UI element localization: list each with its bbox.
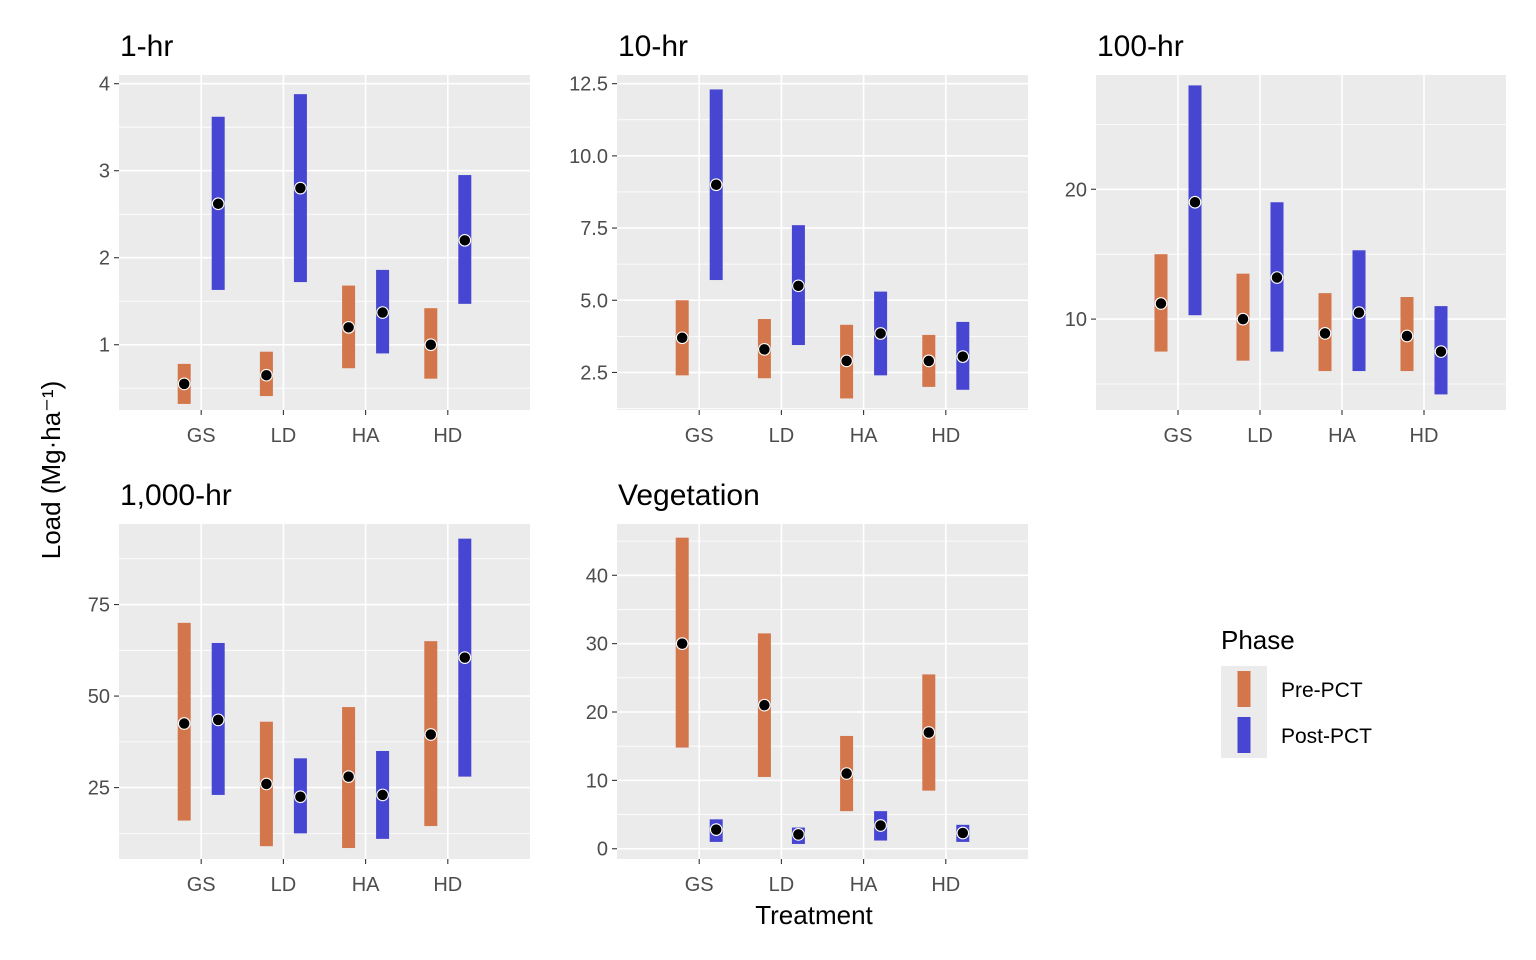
- y-tick-label: 5.0: [580, 290, 608, 312]
- point-pre-pct: [260, 777, 273, 791]
- legend-label: Post-PCT: [1281, 725, 1372, 748]
- point-post-pct: [1352, 306, 1366, 319]
- y-axis-title: Load (Mg·ha⁻¹): [36, 381, 66, 559]
- point-pre-pct: [675, 637, 689, 650]
- y-tick-label: 2: [99, 248, 110, 270]
- point-pre-pct: [260, 368, 273, 382]
- x-tick-label: LD: [769, 425, 795, 447]
- panel-title: 10-hr: [618, 30, 688, 63]
- y-tick-label: 50: [88, 686, 110, 708]
- point-pre-pct: [840, 354, 853, 368]
- point-post-pct: [1270, 271, 1284, 284]
- y-tick-label: 2.5: [580, 362, 608, 384]
- legend-label: Pre-PCT: [1281, 679, 1363, 702]
- x-tick-label: HD: [931, 874, 960, 896]
- point-pre-pct: [922, 354, 936, 368]
- y-tick-label: 30: [586, 634, 608, 656]
- point-post-pct: [1434, 345, 1448, 358]
- y-tick-label: 4: [99, 74, 110, 96]
- panel-2: 2.5 5.0 7.5 10.0 12.5 GS LD HA HD 10-hr: [569, 30, 1028, 447]
- x-tick-label: HD: [1410, 425, 1439, 447]
- y-tick-label: 12.5: [569, 74, 608, 96]
- x-tick-label: HA: [850, 425, 878, 447]
- point-post-pct: [294, 790, 307, 804]
- y-tick-label: 20: [1065, 179, 1087, 201]
- x-tick-label: HA: [352, 874, 380, 896]
- point-pre-pct: [1236, 312, 1250, 326]
- panel-title: 1-hr: [120, 30, 173, 63]
- point-pre-pct: [342, 320, 355, 334]
- x-tick-label: GS: [685, 425, 714, 447]
- x-tick-label: LD: [769, 874, 795, 896]
- point-post-pct: [792, 279, 805, 293]
- x-tick-label: HA: [352, 425, 380, 447]
- x-tick-label: GS: [187, 425, 216, 447]
- panel-group: 1 2 3 4 GS LD HA HD 1-hr 2.5 5.0 7.5 10.0 12.5 GS LD HA H…: [88, 30, 1506, 896]
- point-pre-pct: [177, 377, 191, 391]
- panel-5: 0 10 20 30 40 GS LD HA HD Vegetation: [586, 479, 1028, 896]
- y-tick-label: 0: [597, 839, 608, 861]
- panel-1: 1 2 3 4 GS LD HA HD 1-hr: [99, 30, 530, 447]
- x-tick-label: LD: [271, 425, 297, 447]
- point-pre-pct: [922, 726, 936, 739]
- legend: Phase Pre-PCT Post-PCT: [1221, 625, 1372, 758]
- point-pre-pct: [1154, 297, 1168, 310]
- point-post-pct: [956, 826, 970, 840]
- point-pre-pct: [758, 343, 771, 356]
- y-tick-label: 7.5: [580, 218, 608, 240]
- y-tick-label: 40: [586, 565, 608, 587]
- x-tick-label: GS: [685, 874, 714, 896]
- x-tick-label: GS: [1164, 425, 1193, 447]
- point-post-pct: [458, 651, 472, 664]
- point-post-pct: [211, 197, 225, 211]
- y-tick-label: 20: [586, 702, 608, 724]
- panel-3: 10 20 GS LD HA HD 100-hr: [1065, 30, 1506, 447]
- panel-title: Vegetation: [618, 479, 760, 512]
- point-post-pct: [458, 233, 472, 247]
- point-pre-pct: [1318, 327, 1332, 340]
- x-tick-label: GS: [187, 874, 216, 896]
- point-post-pct: [376, 306, 389, 319]
- y-tick-label: 10: [586, 770, 608, 792]
- x-tick-label: LD: [271, 874, 297, 896]
- point-post-pct: [709, 823, 723, 836]
- point-pre-pct: [758, 698, 771, 712]
- y-tick-label: 1: [99, 335, 110, 357]
- y-tick-label: 10.0: [569, 146, 608, 168]
- y-tick-label: 3: [99, 161, 110, 183]
- legend-key-swatch: [1237, 671, 1251, 707]
- x-tick-label: HD: [931, 425, 960, 447]
- point-pre-pct: [675, 331, 689, 345]
- point-post-pct: [709, 178, 723, 192]
- point-post-pct: [211, 713, 225, 727]
- legend-title: Phase: [1221, 625, 1295, 655]
- point-post-pct: [376, 788, 389, 802]
- panel-title: 1,000-hr: [120, 479, 232, 512]
- y-tick-label: 25: [88, 778, 110, 800]
- point-post-pct: [792, 828, 805, 841]
- point-pre-pct: [177, 717, 191, 730]
- point-pre-pct: [424, 338, 438, 352]
- point-pre-pct: [424, 728, 438, 741]
- x-tick-label: HA: [1328, 425, 1356, 447]
- point-post-pct: [874, 819, 887, 832]
- point-post-pct: [294, 181, 307, 195]
- x-tick-label: LD: [1247, 425, 1273, 447]
- point-post-pct: [956, 350, 970, 363]
- panel-4: 25 50 75 GS LD HA HD 1,000-hr: [88, 479, 530, 896]
- point-post-pct: [874, 327, 887, 340]
- point-post-pct: [1188, 195, 1202, 209]
- x-tick-label: HD: [433, 425, 462, 447]
- x-tick-label: HD: [433, 874, 462, 896]
- panel-title: 100-hr: [1097, 30, 1184, 63]
- x-tick-label: HA: [850, 874, 878, 896]
- point-pre-pct: [840, 767, 853, 780]
- x-axis-title: Treatment: [755, 900, 873, 930]
- point-pre-pct: [342, 770, 355, 783]
- legend-key-swatch: [1237, 717, 1251, 753]
- y-tick-label: 75: [88, 595, 110, 617]
- y-tick-label: 10: [1065, 309, 1087, 331]
- point-pre-pct: [1400, 329, 1414, 343]
